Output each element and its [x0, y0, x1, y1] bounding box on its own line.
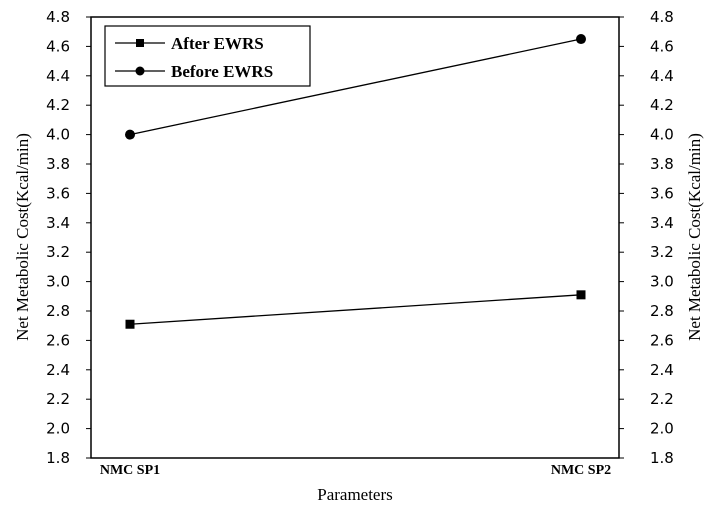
- y-tick-label-left: 3.0: [46, 273, 70, 291]
- y-tick-label-right: 4.4: [650, 67, 674, 85]
- y-tick-label-right: 3.8: [650, 155, 674, 173]
- plot-frame: [90, 16, 620, 459]
- y-tick-label-left: 2.4: [46, 361, 70, 379]
- legend-label-after: After EWRS: [171, 34, 264, 53]
- y-tick-label-left: 2.2: [46, 390, 70, 408]
- y-tick-label-right: 2.2: [650, 390, 674, 408]
- y-tick-label-right: 3.6: [650, 184, 674, 202]
- legend-label-before: Before EWRS: [171, 62, 273, 81]
- y-tick-label-right: 2.0: [650, 420, 674, 438]
- y-tick-label-left: 4.0: [46, 126, 70, 144]
- y-tick-label-right: 4.8: [650, 8, 674, 26]
- x-tick-label: NMC SP1: [100, 463, 160, 478]
- y-tick-label-right: 2.4: [650, 361, 674, 379]
- y-tick-label-left: 4.4: [46, 67, 70, 85]
- y-tick-label-left: 2.0: [46, 420, 70, 438]
- y-axis-left: 1.8 2.0 2.2 2.4 2.6 2.8 3.0 3.2 3.4 3.6 3.8 4.0 4.2 4…: [46, 8, 91, 467]
- x-axis: NMC SP1 NMC SP2: [100, 463, 611, 478]
- y-tick-label-left: 2.6: [46, 331, 70, 349]
- x-axis-label: Parameters: [317, 485, 393, 504]
- y-tick-label-right: 1.8: [650, 449, 674, 467]
- y-tick-label-left: 3.4: [46, 214, 70, 232]
- legend-marker-circle: [135, 66, 145, 76]
- legend-box: [104, 25, 311, 87]
- data-point-square: [576, 290, 586, 300]
- y-tick-label-right: 3.4: [650, 214, 674, 232]
- legend-marker-square: [136, 39, 144, 47]
- y-tick-label-right: 2.6: [650, 331, 674, 349]
- data-point-circle: [125, 129, 135, 140]
- y-tick-label-right: 3.0: [650, 273, 674, 291]
- y-axis-right: 1.8 2.0 2.2 2.4 2.6 2.8 3.0 3.2 3.4 3.6 3.8 4.0 4.2 4…: [619, 8, 674, 467]
- y-tick-label-left: 3.2: [46, 243, 70, 261]
- y-tick-label-left: 4.2: [46, 96, 70, 114]
- series-line-1: [129, 38, 582, 136]
- y-tick-label-left: 3.8: [46, 155, 70, 173]
- y-tick-label-right: 4.2: [650, 96, 674, 114]
- y-tick-label-left: 1.8: [46, 449, 70, 467]
- y-axis-label-right: Net Metabolic Cost(Kcal/min): [685, 133, 704, 341]
- data-point-circle: [576, 34, 586, 45]
- data-point-square: [125, 319, 135, 329]
- series-line-0: [129, 294, 582, 325]
- y-tick-label-right: 4.6: [650, 37, 674, 55]
- y-tick-label-right: 3.2: [650, 243, 674, 261]
- y-tick-label-right: 4.0: [650, 126, 674, 144]
- y-axis-label-left: Net Metabolic Cost(Kcal/min): [13, 133, 32, 341]
- y-tick-label-left: 2.8: [46, 302, 70, 320]
- legend: After EWRS Before EWRS: [104, 25, 311, 87]
- y-tick-label-right: 2.8: [650, 302, 674, 320]
- y-tick-label-left: 4.8: [46, 8, 70, 26]
- y-tick-label-left: 4.6: [46, 37, 70, 55]
- series-group: [125, 34, 586, 329]
- x-tick-label: NMC SP2: [551, 463, 611, 478]
- y-tick-label-left: 3.6: [46, 184, 70, 202]
